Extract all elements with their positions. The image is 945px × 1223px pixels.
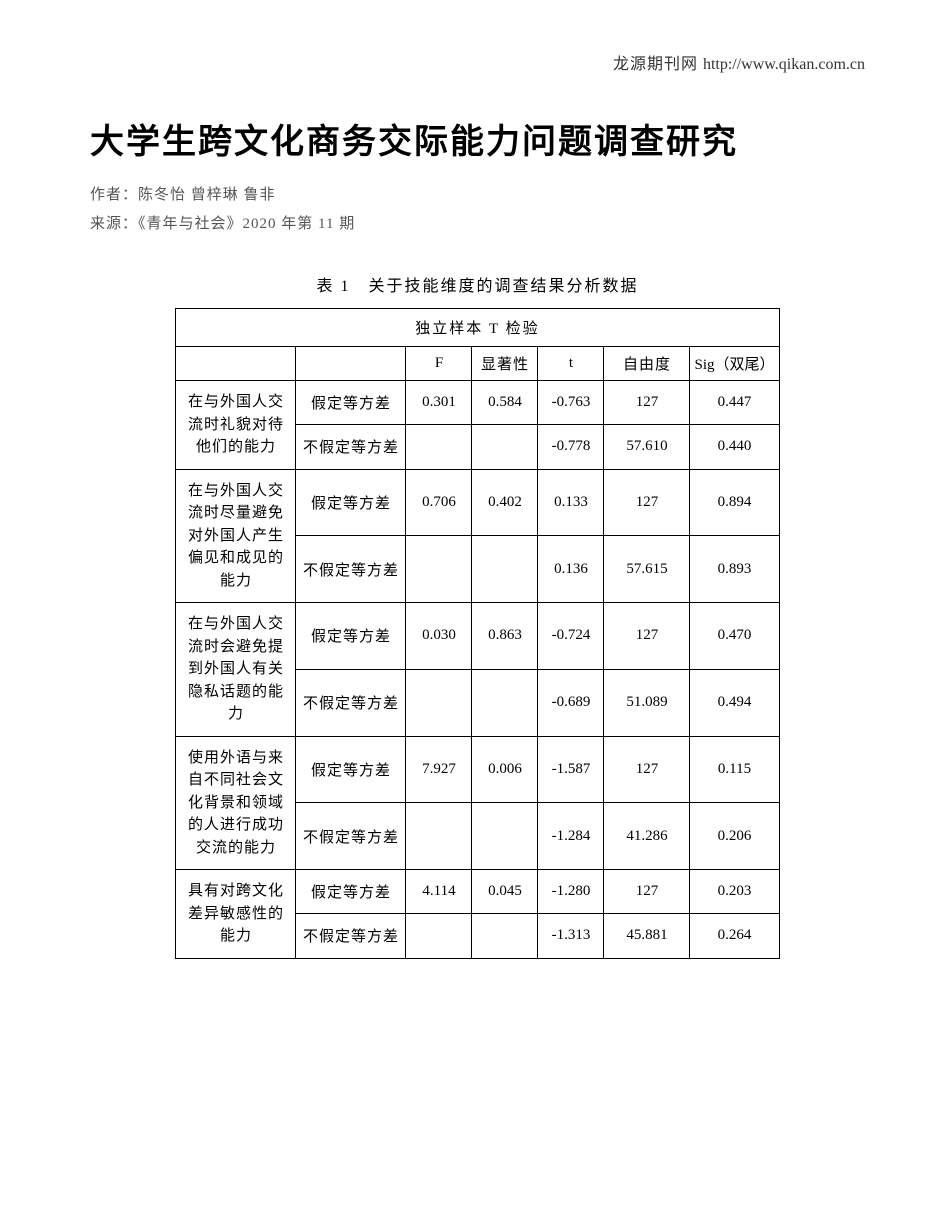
cell-sig	[472, 669, 538, 736]
cell-F: 4.114	[406, 870, 472, 914]
cell-sig2: 0.893	[690, 536, 779, 603]
cell-df: 45.881	[604, 914, 690, 958]
row-label: 在与外国人交流时礼貌对待他们的能力	[176, 381, 296, 470]
cell-df: 127	[604, 381, 690, 425]
authors-line: 作者：陈冬怡 曾梓琳 鲁非	[90, 181, 865, 210]
cell-sig2: 0.447	[690, 381, 779, 425]
origin-label: 来源：	[90, 216, 138, 232]
source-header: 龙源期刊网 http://www.qikan.com.cn	[90, 50, 865, 74]
table-top-header: 独立样本 T 检验	[176, 309, 779, 347]
cell-t: -1.280	[538, 870, 604, 914]
table-row: 具有对跨文化差异敏感性的能力假定等方差4.1140.045-1.2801270.…	[176, 870, 779, 914]
table-row: 在与外国人交流时会避免提到外国人有关隐私话题的能力假定等方差0.0300.863…	[176, 603, 779, 670]
data-table: 独立样本 T 检验 F 显著性 t 自由度 Sig（双尾） 在与外国人交流时礼貌…	[175, 308, 779, 959]
cell-t: -1.313	[538, 914, 604, 958]
row-label: 使用外语与来自不同社会文化背景和领域的人进行成功交流的能力	[176, 736, 296, 870]
cell-sig	[472, 536, 538, 603]
cell-t: -0.763	[538, 381, 604, 425]
table-column-header-row: F 显著性 t 自由度 Sig（双尾）	[176, 347, 779, 381]
cell-df: 127	[604, 469, 690, 536]
source-label: 龙源期刊网	[613, 56, 698, 73]
cell-sig2: 0.115	[690, 736, 779, 803]
variance-cell: 不假定等方差	[296, 425, 406, 469]
cell-F	[406, 425, 472, 469]
cell-F: 0.706	[406, 469, 472, 536]
origin-line: 来源：《青年与社会》2020 年第 11 期	[90, 210, 865, 239]
cell-sig2: 0.894	[690, 469, 779, 536]
cell-sig: 0.584	[472, 381, 538, 425]
cell-sig2: 0.494	[690, 669, 779, 736]
variance-cell: 不假定等方差	[296, 914, 406, 958]
col-sig: 显著性	[472, 347, 538, 381]
cell-t: -1.284	[538, 803, 604, 870]
cell-t: -1.587	[538, 736, 604, 803]
article-meta: 作者：陈冬怡 曾梓琳 鲁非 来源：《青年与社会》2020 年第 11 期	[90, 181, 865, 238]
table-row: 在与外国人交流时礼貌对待他们的能力假定等方差0.3010.584-0.76312…	[176, 381, 779, 425]
cell-sig: 0.863	[472, 603, 538, 670]
table-row: 使用外语与来自不同社会文化背景和领域的人进行成功交流的能力假定等方差7.9270…	[176, 736, 779, 803]
variance-cell: 假定等方差	[296, 870, 406, 914]
variance-cell: 假定等方差	[296, 736, 406, 803]
cell-F	[406, 669, 472, 736]
table-row: 在与外国人交流时尽量避免对外国人产生偏见和成见的能力假定等方差0.7060.40…	[176, 469, 779, 536]
cell-F: 0.301	[406, 381, 472, 425]
cell-t: -0.689	[538, 669, 604, 736]
source-url: http://www.qikan.com.cn	[703, 56, 865, 73]
variance-cell: 假定等方差	[296, 469, 406, 536]
cell-df: 57.610	[604, 425, 690, 469]
cell-F: 7.927	[406, 736, 472, 803]
cell-sig2: 0.440	[690, 425, 779, 469]
cell-sig	[472, 803, 538, 870]
row-label: 在与外国人交流时尽量避免对外国人产生偏见和成见的能力	[176, 469, 296, 603]
cell-F	[406, 536, 472, 603]
variance-cell: 不假定等方差	[296, 669, 406, 736]
authors-value: 陈冬怡 曾梓琳 鲁非	[138, 187, 276, 203]
cell-F	[406, 803, 472, 870]
variance-cell: 假定等方差	[296, 381, 406, 425]
col-t: t	[538, 347, 604, 381]
cell-sig2: 0.206	[690, 803, 779, 870]
cell-sig: 0.006	[472, 736, 538, 803]
cell-t: 0.136	[538, 536, 604, 603]
cell-t: -0.724	[538, 603, 604, 670]
cell-t: -0.778	[538, 425, 604, 469]
cell-F: 0.030	[406, 603, 472, 670]
cell-sig2: 0.264	[690, 914, 779, 958]
col-df: 自由度	[604, 347, 690, 381]
col-blank-1	[176, 347, 296, 381]
cell-F	[406, 914, 472, 958]
authors-label: 作者：	[90, 187, 138, 203]
table-caption: 表 1 关于技能维度的调查结果分析数据	[90, 272, 865, 296]
cell-df: 127	[604, 736, 690, 803]
variance-cell: 不假定等方差	[296, 803, 406, 870]
cell-sig: 0.045	[472, 870, 538, 914]
cell-sig: 0.402	[472, 469, 538, 536]
col-F: F	[406, 347, 472, 381]
cell-sig2: 0.470	[690, 603, 779, 670]
cell-df: 51.089	[604, 669, 690, 736]
origin-value: 《青年与社会》2020 年第 11 期	[138, 216, 355, 232]
row-label: 具有对跨文化差异敏感性的能力	[176, 870, 296, 959]
col-blank-2	[296, 347, 406, 381]
cell-df: 127	[604, 870, 690, 914]
cell-t: 0.133	[538, 469, 604, 536]
cell-sig	[472, 425, 538, 469]
article-title: 大学生跨文化商务交际能力问题调查研究	[90, 114, 865, 163]
variance-cell: 假定等方差	[296, 603, 406, 670]
cell-df: 57.615	[604, 536, 690, 603]
row-label: 在与外国人交流时会避免提到外国人有关隐私话题的能力	[176, 603, 296, 737]
cell-sig	[472, 914, 538, 958]
variance-cell: 不假定等方差	[296, 536, 406, 603]
cell-sig2: 0.203	[690, 870, 779, 914]
cell-df: 41.286	[604, 803, 690, 870]
col-sig2: Sig（双尾）	[690, 347, 779, 381]
cell-df: 127	[604, 603, 690, 670]
